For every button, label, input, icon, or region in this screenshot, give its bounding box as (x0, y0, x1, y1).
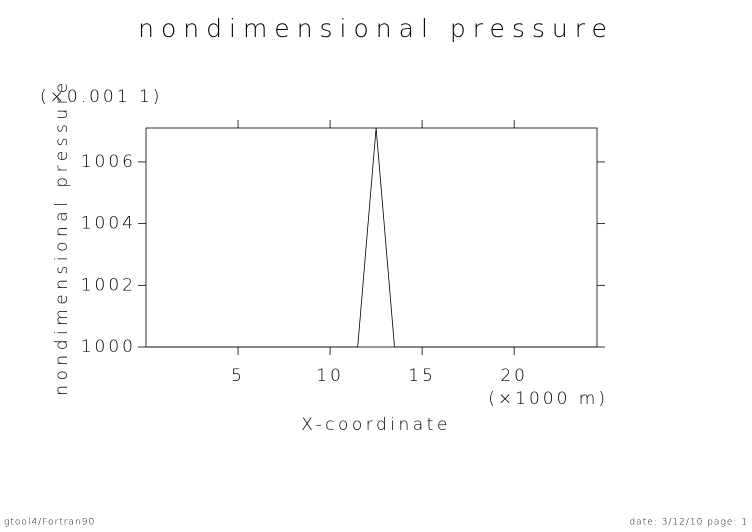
x-axis-label: X-coordinate (301, 415, 451, 435)
x-tick-label: 20 (500, 366, 528, 386)
series-line (146, 127, 597, 348)
chart-title: nondimensional pressure (138, 14, 614, 43)
y-tick-label: 1006 (81, 152, 136, 172)
y-tick-label: 1004 (81, 214, 136, 234)
y-axis-label: nondimensional pressure (52, 78, 72, 396)
y-tick-label: 1002 (81, 275, 136, 295)
y-tick-label: 1000 (81, 337, 136, 357)
y-axis-unit: (×0.001 1) (40, 87, 162, 107)
footer-right: date: 3/12/10 page: 1 (629, 518, 748, 528)
footer-left: gtool4/Fortran90 (4, 518, 95, 528)
x-tick-label: 5 (231, 366, 245, 386)
x-axis-unit: (×1000 m) (488, 389, 608, 409)
plot-frame (145, 127, 598, 348)
x-tick-label: 10 (316, 366, 344, 386)
x-tick-label: 15 (408, 366, 436, 386)
